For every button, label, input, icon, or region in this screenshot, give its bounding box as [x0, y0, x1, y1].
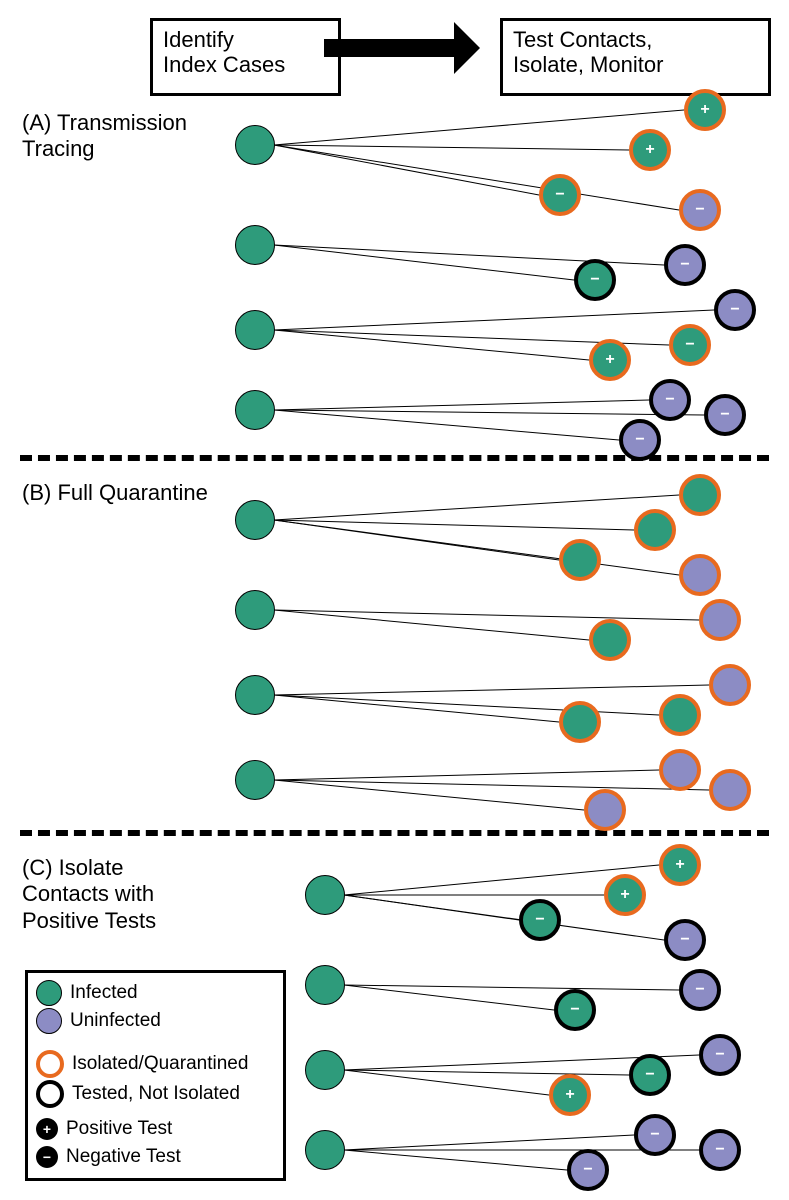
panel-A-index-2: [235, 310, 275, 350]
panel-B-contact-4: [699, 599, 741, 641]
panel-A-contact-7: −: [669, 324, 711, 366]
panel-A-contact-4: −: [664, 244, 706, 286]
panel-A-label: (A) TransmissionTracing: [22, 110, 187, 163]
panel-C-label: (C) IsolateContacts withPositive Tests: [22, 855, 156, 934]
panel-C-contact-0: +: [659, 844, 701, 886]
legend-text: Positive Test: [66, 1118, 172, 1140]
panel-C-index-2: [305, 1050, 345, 1090]
legend-item-3: Tested, Not Isolated: [36, 1080, 240, 1108]
panel-B-index-1: [235, 590, 275, 630]
panel-B-index-0: [235, 500, 275, 540]
panel-A-contact-3: −: [679, 189, 721, 231]
legend-item-2: Isolated/Quarantined: [36, 1050, 248, 1078]
panel-A-contact-9: −: [649, 379, 691, 421]
panel-B-contact-0: [679, 474, 721, 516]
panel-C-contact-6: −: [699, 1034, 741, 1076]
panel-B-contact-8: [559, 701, 601, 743]
panel-C-contact-2: −: [519, 899, 561, 941]
legend-swatch: +: [36, 1118, 58, 1140]
legend-text: Isolated/Quarantined: [72, 1053, 248, 1075]
legend-swatch: [36, 1050, 64, 1078]
panel-B-contact-3: [679, 554, 721, 596]
legend-text: Negative Test: [66, 1146, 181, 1168]
panel-B-contact-2: [559, 539, 601, 581]
panel-B-contact-10: [709, 769, 751, 811]
legend-swatch: [36, 1008, 62, 1034]
panel-C-contact-7: −: [629, 1054, 671, 1096]
panel-C-contact-8: +: [549, 1074, 591, 1116]
panel-B-contact-5: [589, 619, 631, 661]
panel-B-contact-9: [659, 749, 701, 791]
panel-C-contact-4: −: [679, 969, 721, 1011]
divider-1: [20, 830, 769, 836]
panel-C-contact-1: +: [604, 874, 646, 916]
panel-A-index-0: [235, 125, 275, 165]
panel-C-contact-3: −: [664, 919, 706, 961]
panel-A-contact-2: −: [539, 174, 581, 216]
panel-C-index-1: [305, 965, 345, 1005]
divider-0: [20, 455, 769, 461]
panel-C-contact-11: −: [567, 1149, 609, 1191]
panel-B-index-2: [235, 675, 275, 715]
legend-swatch: −: [36, 1146, 58, 1168]
panel-A-contact-10: −: [704, 394, 746, 436]
panel-A-contact-8: +: [589, 339, 631, 381]
legend-swatch: [36, 1080, 64, 1108]
panel-B-contact-6: [709, 664, 751, 706]
panel-C-contact-5: −: [554, 989, 596, 1031]
panel-A-index-1: [235, 225, 275, 265]
legend-item-5: −Negative Test: [36, 1146, 181, 1168]
panel-A-index-3: [235, 390, 275, 430]
legend-text: Uninfected: [70, 1010, 161, 1032]
legend-swatch: [36, 980, 62, 1006]
legend-text: Infected: [70, 982, 138, 1004]
figure-root: IdentifyIndex Cases Test Contacts,Isolate…: [0, 0, 789, 1200]
panel-B-contact-7: [659, 694, 701, 736]
panel-C-index-0: [305, 875, 345, 915]
legend-text: Tested, Not Isolated: [72, 1083, 240, 1105]
panel-C-contact-10: −: [699, 1129, 741, 1171]
legend-item-1: Uninfected: [36, 1008, 161, 1034]
panel-A-contact-6: −: [714, 289, 756, 331]
panel-A-contact-0: +: [684, 89, 726, 131]
panel-C-index-3: [305, 1130, 345, 1170]
panel-A-contact-11: −: [619, 419, 661, 461]
panel-B-contact-11: [584, 789, 626, 831]
panel-B-index-3: [235, 760, 275, 800]
panel-B-label: (B) Full Quarantine: [22, 480, 208, 506]
panel-A-contact-1: +: [629, 129, 671, 171]
panel-A-contact-5: −: [574, 259, 616, 301]
legend-item-4: + Positive Test: [36, 1118, 172, 1140]
header-left-box: IdentifyIndex Cases: [150, 18, 341, 96]
header-arrow: [324, 22, 480, 74]
panel-C-contact-9: −: [634, 1114, 676, 1156]
legend-item-0: Infected: [36, 980, 138, 1006]
header-right-box: Test Contacts,Isolate, Monitor: [500, 18, 771, 96]
panel-B-contact-1: [634, 509, 676, 551]
